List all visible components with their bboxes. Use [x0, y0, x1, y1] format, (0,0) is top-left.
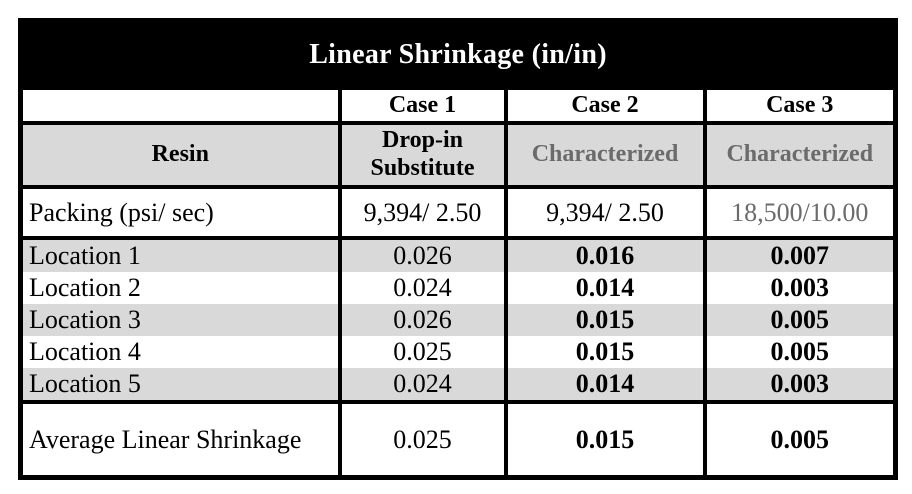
resin-case1-cell: Drop-in Substitute — [337, 123, 508, 189]
resin-row: Resin Drop-in Substitute Characterized C… — [18, 123, 898, 189]
column-header-case-2: Case 2 — [503, 88, 707, 125]
corner-empty-cell — [18, 88, 342, 125]
location-label: Location 1 — [18, 238, 342, 272]
location-row-2: Location 2 0.024 0.014 0.003 — [18, 272, 898, 304]
location-case1-value: 0.026 — [337, 238, 508, 272]
average-row-label: Average Linear Shrinkage — [18, 400, 342, 478]
column-header-case-1: Case 1 — [337, 88, 508, 125]
location-case2-value: 0.015 — [503, 336, 707, 368]
packing-row: Packing (psi/ sec) 9,394/ 2.50 9,394/ 2.… — [18, 187, 898, 240]
average-row: Average Linear Shrinkage 0.025 0.015 0.0… — [18, 400, 898, 478]
resin-row-label: Resin — [18, 123, 342, 189]
table-title: Linear Shrinkage (in/in) — [18, 20, 898, 90]
packing-case1-cell: 9,394/ 2.50 — [337, 187, 508, 240]
resin-case3-cell: Characterized — [702, 123, 898, 189]
resin-case2-cell: Characterized — [503, 123, 707, 189]
table-title-row: Linear Shrinkage (in/in) — [18, 20, 898, 90]
average-case1-value: 0.025 — [337, 400, 508, 478]
location-case2-value: 0.014 — [503, 368, 707, 402]
location-case3-value: 0.003 — [702, 272, 898, 304]
location-row-4: Location 4 0.025 0.015 0.005 — [18, 336, 898, 368]
location-label: Location 4 — [18, 336, 342, 368]
location-label: Location 2 — [18, 272, 342, 304]
linear-shrinkage-table-container: Linear Shrinkage (in/in) Case 1 Case 2 C… — [18, 18, 899, 480]
packing-row-label: Packing (psi/ sec) — [18, 187, 342, 240]
location-row-1: Location 1 0.026 0.016 0.007 — [18, 238, 898, 272]
location-case1-value: 0.025 — [337, 336, 508, 368]
location-case3-value: 0.005 — [702, 336, 898, 368]
location-case1-value: 0.026 — [337, 304, 508, 336]
location-case1-value: 0.024 — [337, 272, 508, 304]
location-case2-value: 0.016 — [503, 238, 707, 272]
packing-case2-cell: 9,394/ 2.50 — [503, 187, 707, 240]
location-case3-value: 0.007 — [702, 238, 898, 272]
column-header-case-3: Case 3 — [702, 88, 898, 125]
packing-case3-cell: 18,500/10.00 — [702, 187, 898, 240]
location-label: Location 3 — [18, 304, 342, 336]
linear-shrinkage-table: Linear Shrinkage (in/in) Case 1 Case 2 C… — [18, 18, 899, 480]
location-row-3: Location 3 0.026 0.015 0.005 — [18, 304, 898, 336]
location-case1-value: 0.024 — [337, 368, 508, 402]
location-case2-value: 0.015 — [503, 304, 707, 336]
location-row-5: Location 5 0.024 0.014 0.003 — [18, 368, 898, 402]
average-case2-value: 0.015 — [503, 400, 707, 478]
location-case2-value: 0.014 — [503, 272, 707, 304]
location-case3-value: 0.003 — [702, 368, 898, 402]
location-case3-value: 0.005 — [702, 304, 898, 336]
average-case3-value: 0.005 — [702, 400, 898, 478]
case-header-row: Case 1 Case 2 Case 3 — [18, 88, 898, 125]
location-label: Location 5 — [18, 368, 342, 402]
